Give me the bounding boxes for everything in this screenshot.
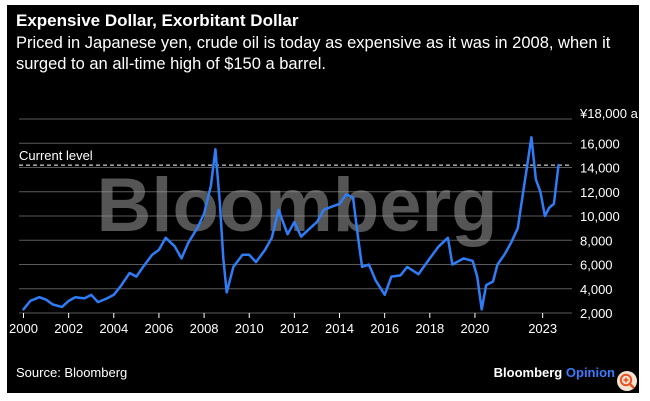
x-tick-label: 2006 bbox=[144, 321, 173, 336]
y-tick-label: 10,000 bbox=[580, 209, 620, 224]
source-note: Source: Bloomberg bbox=[16, 365, 128, 380]
x-tick-label: 2012 bbox=[280, 321, 309, 336]
chart-card: Expensive Dollar, Exorbitant Dollar Pric… bbox=[7, 5, 639, 393]
chart-title: Expensive Dollar, Exorbitant Dollar bbox=[16, 11, 299, 30]
x-tick-label: 2016 bbox=[370, 321, 399, 336]
x-tick-label: 2010 bbox=[235, 321, 264, 336]
x-tick-label: 2014 bbox=[325, 321, 354, 336]
current-level-label: Current level bbox=[19, 148, 93, 163]
y-tick-label: 12,000 bbox=[580, 185, 620, 200]
oil-price-yen-line bbox=[22, 135, 560, 311]
x-tick-label: 2008 bbox=[190, 321, 219, 336]
y-tick-label: 14,000 bbox=[580, 161, 620, 176]
x-tick-label: 2002 bbox=[54, 321, 83, 336]
y-tick-label: 16,000 bbox=[580, 136, 620, 151]
brand-accent: Opinion bbox=[565, 365, 615, 380]
line-chart: Bloomberg Current level 2000 2002 2004 2006… bbox=[9, 106, 639, 336]
x-tick-label: 2023 bbox=[528, 321, 557, 336]
y-tick-label: 4,000 bbox=[580, 282, 613, 297]
brand-logo: Bloomberg Opinion bbox=[494, 365, 615, 380]
y-tick-label: 6,000 bbox=[580, 258, 613, 273]
brand-main: Bloomberg bbox=[493, 365, 563, 380]
x-tick-label: 2018 bbox=[415, 321, 444, 336]
zoom-in-icon[interactable] bbox=[617, 371, 637, 391]
y-tick-label: 8,000 bbox=[580, 233, 613, 248]
x-tick-label: 2004 bbox=[99, 321, 128, 336]
chart-subtitle: Priced in Japanese yen, crude oil is tod… bbox=[16, 34, 611, 73]
y-tick-label: 2,000 bbox=[580, 306, 613, 321]
y-tick-label: ¥18,000 a barrel bbox=[579, 106, 639, 121]
x-tick-label: 2020 bbox=[460, 321, 489, 336]
x-tick-label: 2000 bbox=[9, 321, 38, 336]
bloomberg-watermark: Bloomberg bbox=[96, 163, 497, 248]
